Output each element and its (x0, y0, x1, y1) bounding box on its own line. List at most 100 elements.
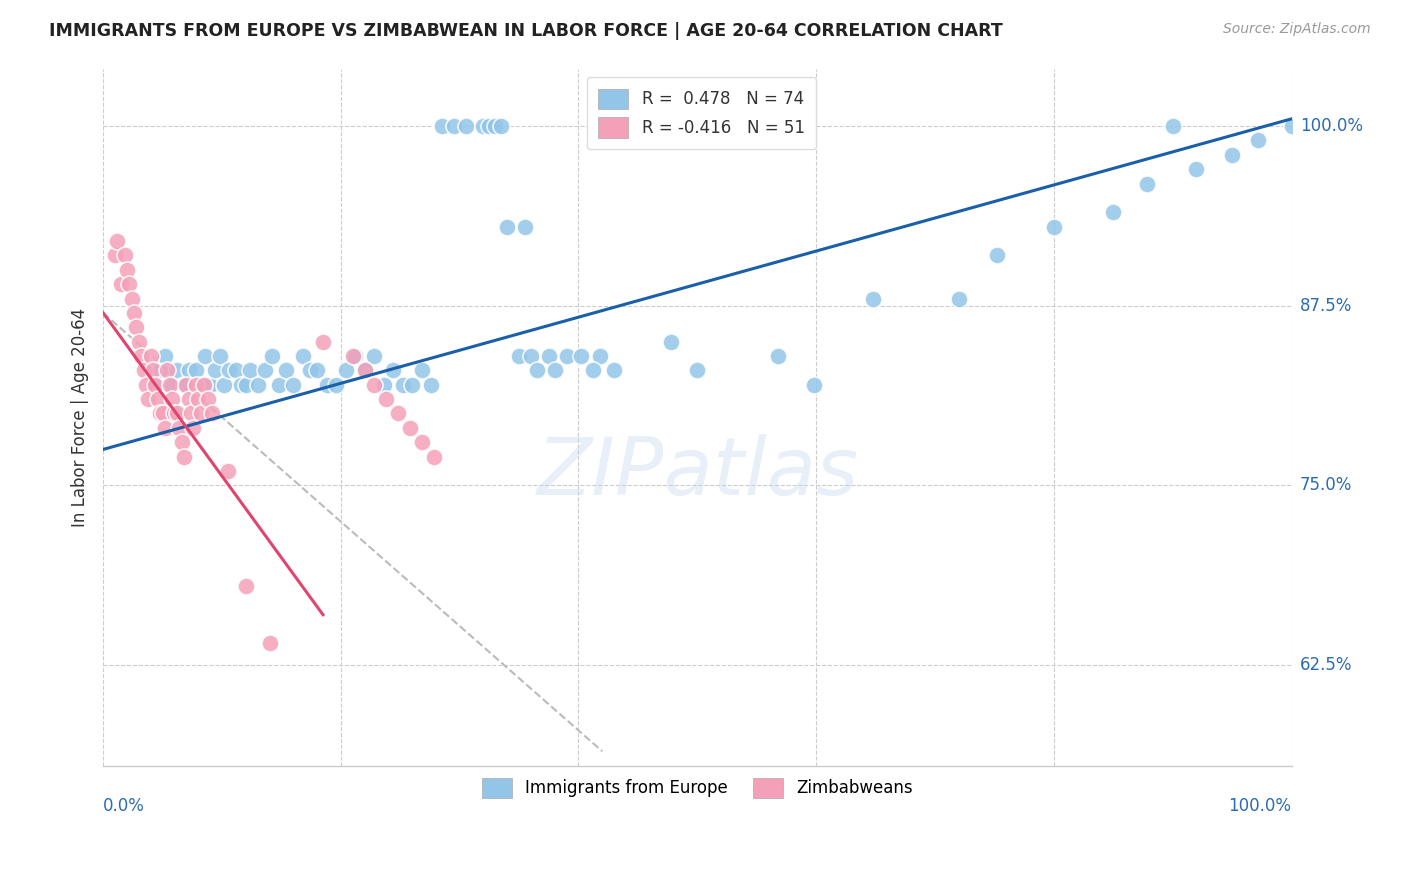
Point (420, 377, 443, 392)
Point (114, 248, 136, 262)
Point (194, 349, 217, 363)
Point (235, 377, 257, 392)
Point (659, 334, 682, 349)
Point (153, 349, 176, 363)
Point (1247, 133, 1270, 147)
Text: 0.0%: 0.0% (103, 797, 145, 815)
Point (1102, 205, 1125, 219)
Point (136, 392, 159, 406)
Point (589, 349, 612, 363)
Point (398, 421, 420, 435)
Point (862, 292, 884, 306)
Point (167, 421, 190, 435)
Point (375, 392, 398, 406)
Point (121, 292, 143, 306)
Point (353, 363, 375, 377)
Point (204, 363, 226, 377)
Point (163, 407, 186, 421)
Point (208, 349, 231, 363)
Point (1281, 119, 1303, 133)
Point (391, 377, 413, 392)
Point (283, 377, 305, 392)
Point (176, 377, 198, 392)
Point (325, 377, 347, 392)
Point (246, 377, 269, 392)
Point (105, 234, 128, 248)
Point (305, 363, 328, 377)
Point (235, 579, 257, 593)
Text: IMMIGRANTS FROM EUROPE VS ZIMBABWEAN IN LABOR FORCE | AGE 20-64 CORRELATION CHAR: IMMIGRANTS FROM EUROPE VS ZIMBABWEAN IN … (49, 22, 1002, 40)
Point (491, 119, 513, 133)
Point (484, 119, 506, 133)
Point (267, 377, 290, 392)
Point (291, 349, 314, 363)
Point (156, 363, 179, 377)
Point (1043, 219, 1066, 234)
Point (153, 421, 176, 435)
Point (335, 363, 357, 377)
Point (1185, 162, 1208, 177)
Point (555, 349, 578, 363)
Point (276, 363, 298, 377)
Point (218, 363, 240, 377)
Point (142, 363, 165, 377)
Point (513, 219, 536, 234)
Point (686, 363, 709, 377)
Point (177, 363, 200, 377)
Point (411, 363, 433, 377)
Point (1161, 119, 1184, 133)
Point (190, 407, 212, 421)
Point (363, 377, 385, 392)
Point (520, 349, 543, 363)
Point (125, 320, 148, 334)
Point (382, 363, 405, 377)
Point (298, 363, 321, 377)
Point (145, 377, 167, 392)
Point (160, 377, 183, 392)
Point (201, 407, 224, 421)
Point (411, 435, 433, 450)
Point (443, 119, 465, 133)
Point (582, 363, 605, 377)
Point (115, 262, 138, 277)
Point (478, 119, 501, 133)
Point (193, 377, 215, 392)
Point (149, 363, 172, 377)
Point (948, 292, 970, 306)
Legend: Immigrants from Europe, Zimbabweans: Immigrants from Europe, Zimbabweans (470, 766, 925, 810)
Point (260, 349, 283, 363)
Point (118, 277, 141, 292)
Point (198, 377, 221, 392)
Point (187, 392, 209, 406)
Point (353, 363, 375, 377)
Point (159, 377, 181, 392)
Point (214, 377, 236, 392)
Point (149, 407, 172, 421)
Point (132, 363, 155, 377)
Point (1220, 148, 1243, 162)
Point (766, 349, 789, 363)
Point (184, 377, 207, 392)
Point (166, 407, 188, 421)
Point (129, 349, 152, 363)
Point (197, 392, 219, 406)
Point (173, 450, 195, 464)
Text: 100.0%: 100.0% (1229, 797, 1292, 815)
Point (454, 119, 477, 133)
Point (312, 334, 335, 349)
Point (315, 377, 337, 392)
Point (177, 392, 200, 406)
Point (526, 363, 548, 377)
Point (1135, 177, 1157, 191)
Point (183, 421, 205, 435)
Point (239, 363, 262, 377)
Point (387, 407, 409, 421)
Point (225, 363, 247, 377)
Point (422, 450, 444, 464)
Point (184, 363, 207, 377)
Point (430, 119, 453, 133)
Point (104, 248, 127, 262)
Point (472, 119, 495, 133)
Point (537, 349, 560, 363)
Point (135, 377, 157, 392)
